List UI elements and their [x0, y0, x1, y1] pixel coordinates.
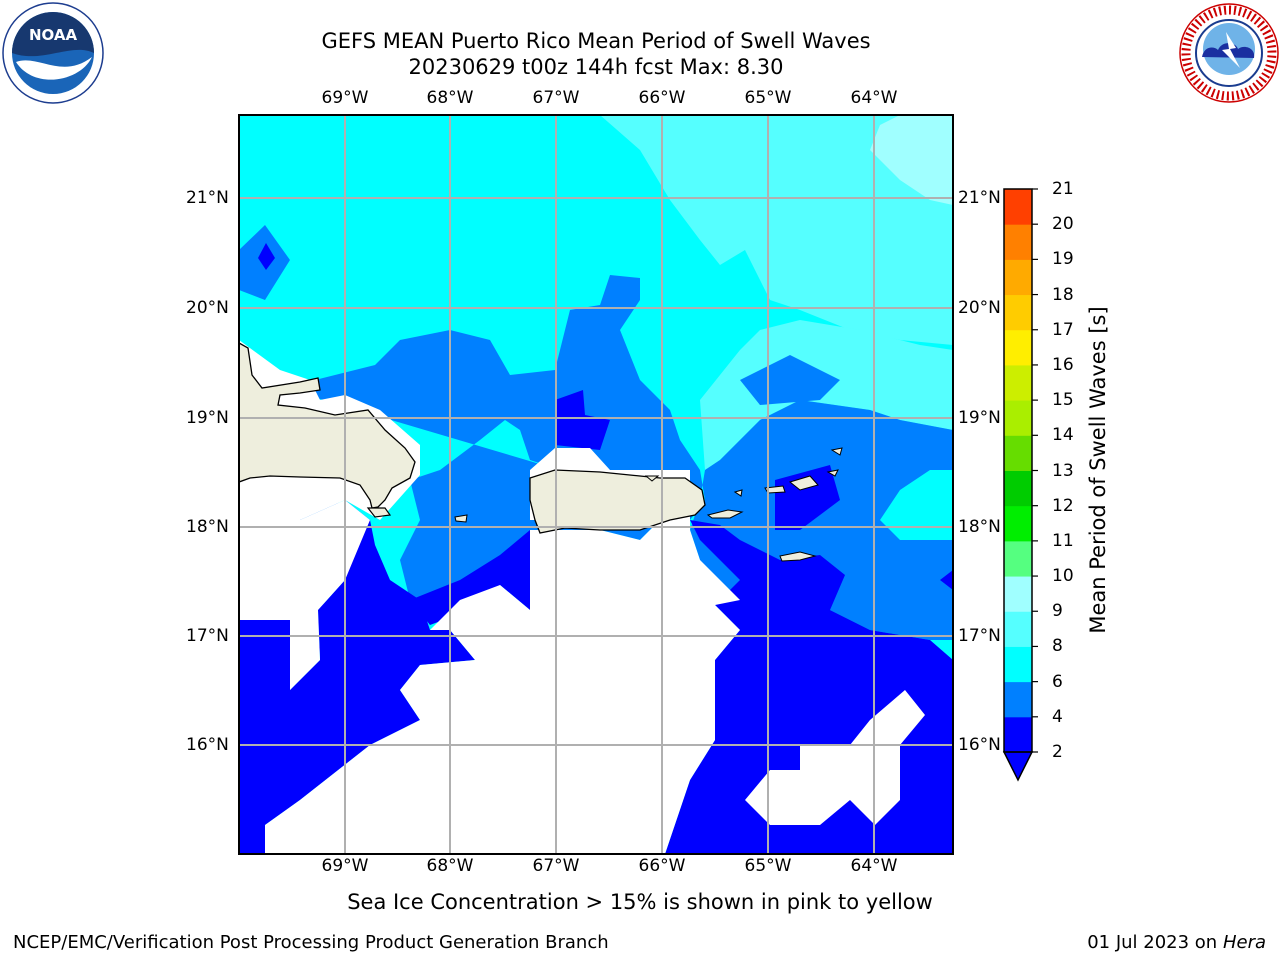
lon-tick-bottom: 67°W: [532, 856, 580, 876]
colorbar-swatch: [1004, 259, 1032, 296]
colorbar-tick-label: 4: [1052, 706, 1063, 727]
swell-period-field: [239, 115, 953, 854]
colorbar-swatch: [1004, 540, 1032, 577]
colorbar-tick-label: 13: [1052, 460, 1074, 481]
map-frame: [238, 114, 954, 855]
lon-tick-top: 66°W: [638, 88, 686, 108]
map-gridlines: [239, 115, 953, 854]
chart-title: GEFS MEAN Puerto Rico Mean Period of Swe…: [321, 29, 871, 53]
colorbar-swatch: [1004, 576, 1032, 612]
lat-tick-right: 17°N: [958, 626, 1001, 646]
lon-tick-bottom: 65°W: [744, 856, 792, 876]
colorbar-tick-label: 19: [1052, 249, 1074, 270]
colorbar-tick-label: 6: [1052, 671, 1063, 692]
lat-tick-left: 18°N: [186, 517, 229, 537]
contour-9s-plus: [870, 115, 953, 205]
lat-tick-left: 16°N: [186, 735, 229, 755]
footer-date: 01 Jul 2023 on Hera: [1087, 932, 1266, 953]
colorbar-tick-label: 8: [1052, 636, 1063, 657]
lat-tick-left: 17°N: [186, 626, 229, 646]
colorbar-tick-label: 10: [1052, 566, 1074, 587]
lat-tick-right: 21°N: [958, 188, 1001, 208]
colorbar-tick-label: 21: [1052, 179, 1074, 199]
hispaniola-land: [239, 342, 416, 509]
colorbar-tick-label: 11: [1052, 530, 1074, 551]
noaa-text: NOAA: [29, 26, 78, 44]
contour-2-4s: [258, 243, 275, 270]
colorbar-tick-label: 18: [1052, 284, 1074, 305]
sea-ice-note: Sea Ice Concentration > 15% is shown in …: [347, 890, 933, 914]
colorbar-swatch: [1004, 294, 1032, 331]
colorbar-swatch: [1004, 364, 1032, 401]
lon-tick-bottom: 66°W: [638, 856, 686, 876]
lat-tick-left: 19°N: [186, 408, 229, 428]
colorbar-swatch: [1004, 716, 1032, 753]
colorbar-swatches: [1004, 189, 1032, 753]
lon-tick-top: 64°W: [850, 88, 898, 108]
colorbar-swatch: [1004, 435, 1032, 471]
colorbar-swatch: [1004, 400, 1032, 436]
lon-tick-top: 68°W: [426, 88, 474, 108]
footer-machine: Hera: [1222, 932, 1266, 953]
noaa-logo: NOAA: [2, 2, 104, 104]
footer-date-text: 01 Jul 2023 on: [1087, 932, 1223, 953]
lon-tick-top: 65°W: [744, 88, 792, 108]
lat-tick-left: 20°N: [186, 298, 229, 318]
lon-tick-bottom: 64°W: [850, 856, 898, 876]
colorbar-tick-label: 16: [1052, 354, 1074, 375]
lat-tick-right: 18°N: [958, 517, 1001, 537]
colorbar-tickmarks: [1032, 188, 1038, 753]
colorbar-swatch: [1004, 189, 1032, 225]
contour-8-9s: [600, 115, 953, 345]
colorbar-tick-label: 2: [1052, 742, 1063, 762]
colorbar-swatch: [1004, 681, 1032, 718]
lon-tick-bottom: 68°W: [426, 856, 474, 876]
lat-tick-right: 19°N: [958, 408, 1001, 428]
lon-tick-top: 69°W: [321, 88, 369, 108]
footer-credit: NCEP/EMC/Verification Post Processing Pr…: [13, 932, 609, 953]
colorbar-tick-label: 20: [1052, 214, 1074, 235]
colorbar-tick-label: 9: [1052, 601, 1063, 622]
colorbar-swatch: [1004, 470, 1032, 507]
lon-tick-top: 67°W: [532, 88, 580, 108]
colorbar-swatch: [1004, 329, 1032, 366]
nws-logo: [1179, 3, 1279, 103]
colorbar-label: Mean Period of Swell Waves [s]: [1086, 306, 1110, 634]
colorbar-tick-label: 17: [1052, 319, 1074, 340]
lat-tick-right: 20°N: [958, 298, 1001, 318]
lat-tick-right: 16°N: [958, 735, 1001, 755]
colorbar-swatch: [1004, 505, 1032, 542]
colorbar-swatch: [1004, 611, 1032, 647]
lat-tick-left: 21°N: [186, 188, 229, 208]
colorbar-tick-label: 14: [1052, 425, 1074, 446]
virgin-islands-land: [706, 509, 744, 519]
lon-tick-bottom: 69°W: [321, 856, 369, 876]
colorbar-extend-min: [1002, 751, 1034, 782]
chart-subtitle: 20230629 t00z 144h fcst Max: 8.30: [408, 55, 784, 79]
colorbar-tick-label: 15: [1052, 390, 1074, 411]
colorbar-swatch: [1004, 646, 1032, 683]
colorbar-tick-label: 12: [1052, 495, 1074, 516]
colorbar-swatch: [1004, 224, 1032, 260]
no-data-area: [239, 540, 345, 854]
